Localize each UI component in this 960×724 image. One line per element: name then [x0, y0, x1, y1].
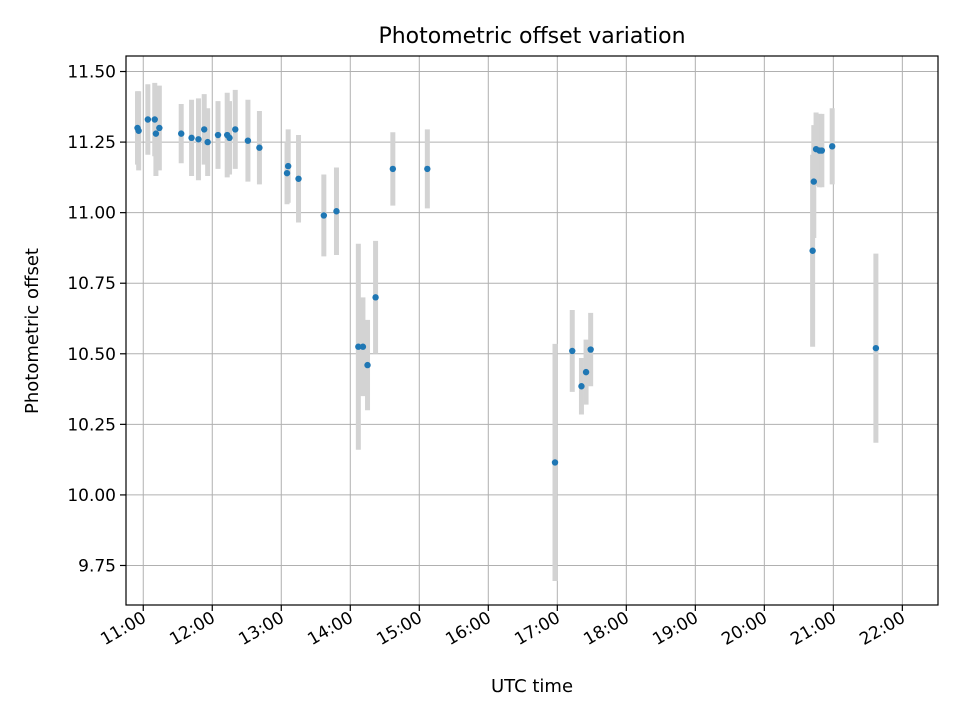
data-point [214, 131, 222, 139]
y-tick-label: 10.25 [67, 415, 116, 435]
data-point [226, 134, 233, 142]
plot-frame [125, 55, 939, 606]
data-point [359, 343, 367, 350]
y-tick-label: 10.00 [67, 486, 116, 506]
data-point [151, 116, 158, 123]
data-point [372, 294, 379, 301]
y-tick-label: 11.25 [67, 133, 116, 153]
y-tick-label: 11.00 [67, 204, 116, 224]
y-axis-label: Photometric offset [22, 248, 43, 414]
data-point [195, 136, 202, 143]
data-point [188, 134, 195, 142]
data-points [134, 116, 880, 466]
data-point [204, 138, 211, 146]
data-point [135, 127, 142, 134]
y-tick-label: 10.50 [67, 345, 116, 365]
data-point [569, 347, 576, 355]
data-point [809, 247, 816, 254]
y-tick-label: 9.75 [78, 556, 116, 576]
data-point [818, 147, 826, 154]
data-point [333, 208, 340, 215]
data-point [578, 383, 585, 390]
grid [126, 56, 938, 605]
data-point [355, 343, 362, 350]
data-point [244, 137, 252, 144]
data-point [152, 130, 160, 137]
data-point [144, 116, 152, 123]
data-point [295, 175, 302, 182]
data-point [178, 130, 185, 137]
y-tick-label: 11.50 [67, 63, 116, 83]
chart-title: Photometric offset variation [378, 24, 685, 49]
data-point [320, 212, 328, 219]
data-point [872, 344, 880, 352]
data-point [201, 126, 208, 133]
y-tick-label: 10.75 [67, 274, 116, 294]
data-point [284, 162, 292, 170]
data-point [283, 169, 291, 177]
y-axis: 9.75 10.00 10.25 10.50 10.75 11.00 11.25 11.50 [67, 63, 126, 576]
x-axis-label: UTC time [491, 676, 573, 697]
data-point [424, 165, 431, 173]
data-point [587, 346, 594, 353]
data-point [256, 144, 263, 151]
data-point [156, 124, 163, 132]
data-point [828, 143, 836, 150]
data-point [551, 459, 559, 466]
data-point [364, 361, 371, 369]
data-point [232, 126, 239, 133]
data-point [810, 178, 817, 185]
data-point [582, 368, 590, 376]
data-point [389, 165, 397, 173]
